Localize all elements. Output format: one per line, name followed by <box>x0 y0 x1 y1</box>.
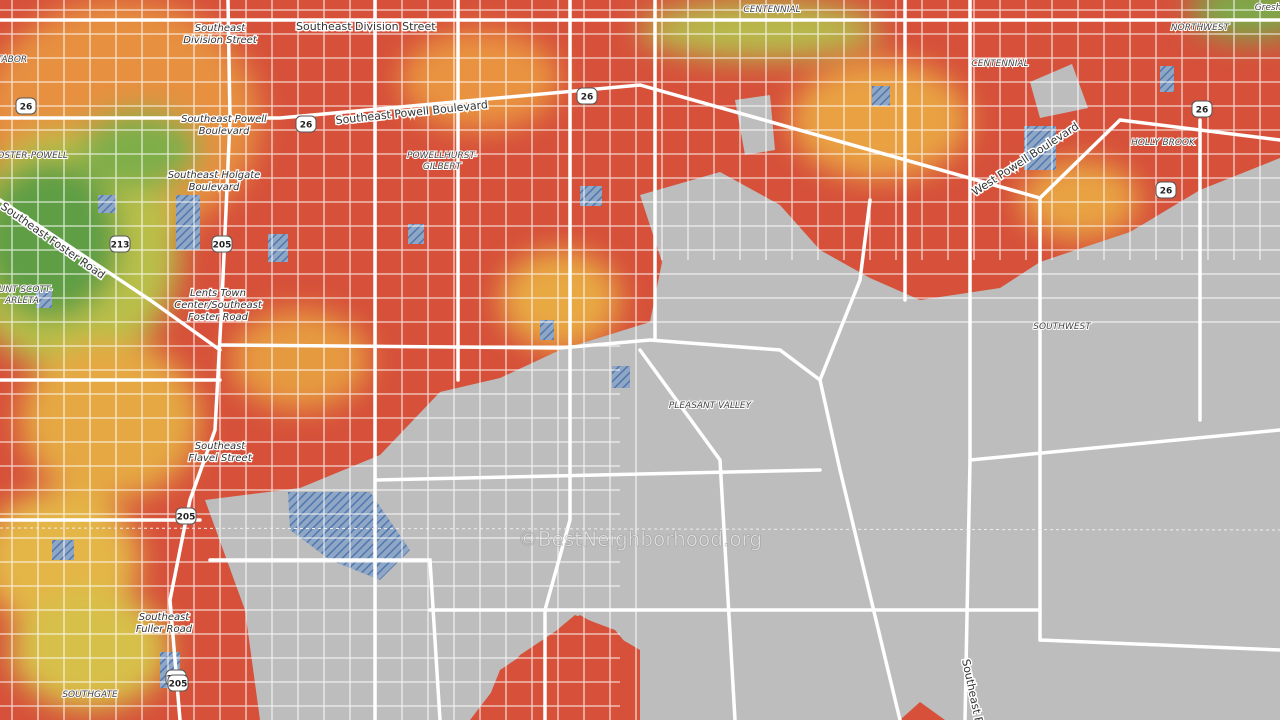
area-label-line: ARLETA <box>4 296 39 306</box>
shield: 205 <box>211 235 233 253</box>
place-label: Southeast Fuller Road <box>136 612 193 635</box>
area-label-line: SOUTHWEST <box>1033 322 1092 332</box>
no-data-area <box>1030 64 1088 118</box>
place-label-line: Southeast <box>195 441 247 452</box>
area-label: FOSTER-POWELL <box>0 151 68 161</box>
place-label-line: Fuller Road <box>136 624 193 635</box>
shield: 205 <box>175 507 197 525</box>
area-label: CENTENNIAL <box>971 59 1028 69</box>
place-label-line: Boulevard <box>199 126 250 137</box>
place-label: Southeast Holgate Boulevard <box>168 170 261 193</box>
area-label-line: PLEASANT VALLEY <box>669 401 753 411</box>
area-label: CENTENNIAL <box>743 5 800 15</box>
area-label: Gresh <box>1255 3 1280 13</box>
area-label-line: NORTHWEST <box>1171 23 1231 33</box>
shield-badge <box>295 115 317 133</box>
shield-number: 213 <box>111 241 130 251</box>
shield-badge <box>167 674 189 692</box>
place-label: Lents Town Center/Southeast Foster Road <box>174 288 263 323</box>
place-label: Southeast Flavel Street <box>188 441 252 464</box>
shield-badge <box>175 507 197 525</box>
shield-number: 205 <box>213 241 232 251</box>
shield-number: 205 <box>169 680 188 690</box>
place-label: Southeast Division Street <box>183 23 257 46</box>
area-label: SOUTHGATE <box>62 690 118 700</box>
area-label-line: HOLLY BROOK <box>1131 138 1196 148</box>
area-label: OUNT SCOTT-ARLETA <box>0 285 52 306</box>
shield: 26 <box>295 115 317 133</box>
area-label-line: CENTENNIAL <box>743 5 800 15</box>
shield-number: 26 <box>300 121 313 131</box>
shield-number: 26 <box>1196 106 1209 116</box>
place-label-line: Foster Road <box>188 312 249 323</box>
place-label-line: Southeast <box>195 23 247 34</box>
area-label-line: Gresh <box>1255 3 1280 13</box>
shield-badge <box>1155 181 1177 199</box>
area-label-line: SOUTHGATE <box>62 690 118 700</box>
shield-number: 26 <box>1160 187 1173 197</box>
place-label-line: Boulevard <box>189 182 240 193</box>
shield: 26 <box>1191 100 1213 118</box>
place-label-line: Center/Southeast <box>174 300 263 311</box>
shield: 26 <box>1155 181 1177 199</box>
place-label-line: Flavel Street <box>188 453 252 464</box>
shield: 26 <box>576 87 598 105</box>
watermark: ©BestNeighborhood.org <box>518 527 762 551</box>
heat-red <box>900 702 945 720</box>
area-label-line: GILBERT <box>423 162 463 172</box>
area-label: PLEASANT VALLEY <box>669 401 753 411</box>
road-label: Southeast Division Street <box>296 20 436 33</box>
shield-badge <box>211 235 233 253</box>
shield-badge <box>109 235 131 253</box>
shield-number: 26 <box>581 93 594 103</box>
shield-badge <box>15 97 37 115</box>
place-label-line: Division Street <box>183 35 257 46</box>
shield-badge <box>1191 100 1213 118</box>
area-label: HOLLY BROOK <box>1131 138 1196 148</box>
place-label-line: Southeast Powell <box>181 114 267 125</box>
area-label: POWELLHURST-GILBERT <box>407 151 477 172</box>
shield-number: 26 <box>20 103 33 113</box>
shield: 213 <box>109 235 131 253</box>
road-label-line: Southeast Division Street <box>296 20 436 33</box>
highway-shields: 2626262626213205205213205 <box>15 87 1213 692</box>
heat-red <box>480 615 640 720</box>
area-label-line: POWELLHURST- <box>407 151 477 161</box>
place-label-line: Southeast Holgate <box>168 170 261 181</box>
place-label-line: Lents Town <box>190 288 246 299</box>
shield: 205 <box>167 674 189 692</box>
area-label-line: CENTENNIAL <box>971 59 1028 69</box>
area-label: NORTHWEST <box>1171 23 1231 33</box>
area-label-line: OUNT SCOTT- <box>0 285 52 295</box>
shield-badge <box>576 87 598 105</box>
place-label: Southeast Powell Boulevard <box>181 114 267 137</box>
area-label-line: FOSTER-POWELL <box>0 151 68 161</box>
no-data-area <box>735 95 775 155</box>
shield-number: 205 <box>177 513 196 523</box>
place-label-line: Southeast <box>139 612 191 623</box>
area-label: SOUTHWEST <box>1033 322 1092 332</box>
shield: 26 <box>15 97 37 115</box>
